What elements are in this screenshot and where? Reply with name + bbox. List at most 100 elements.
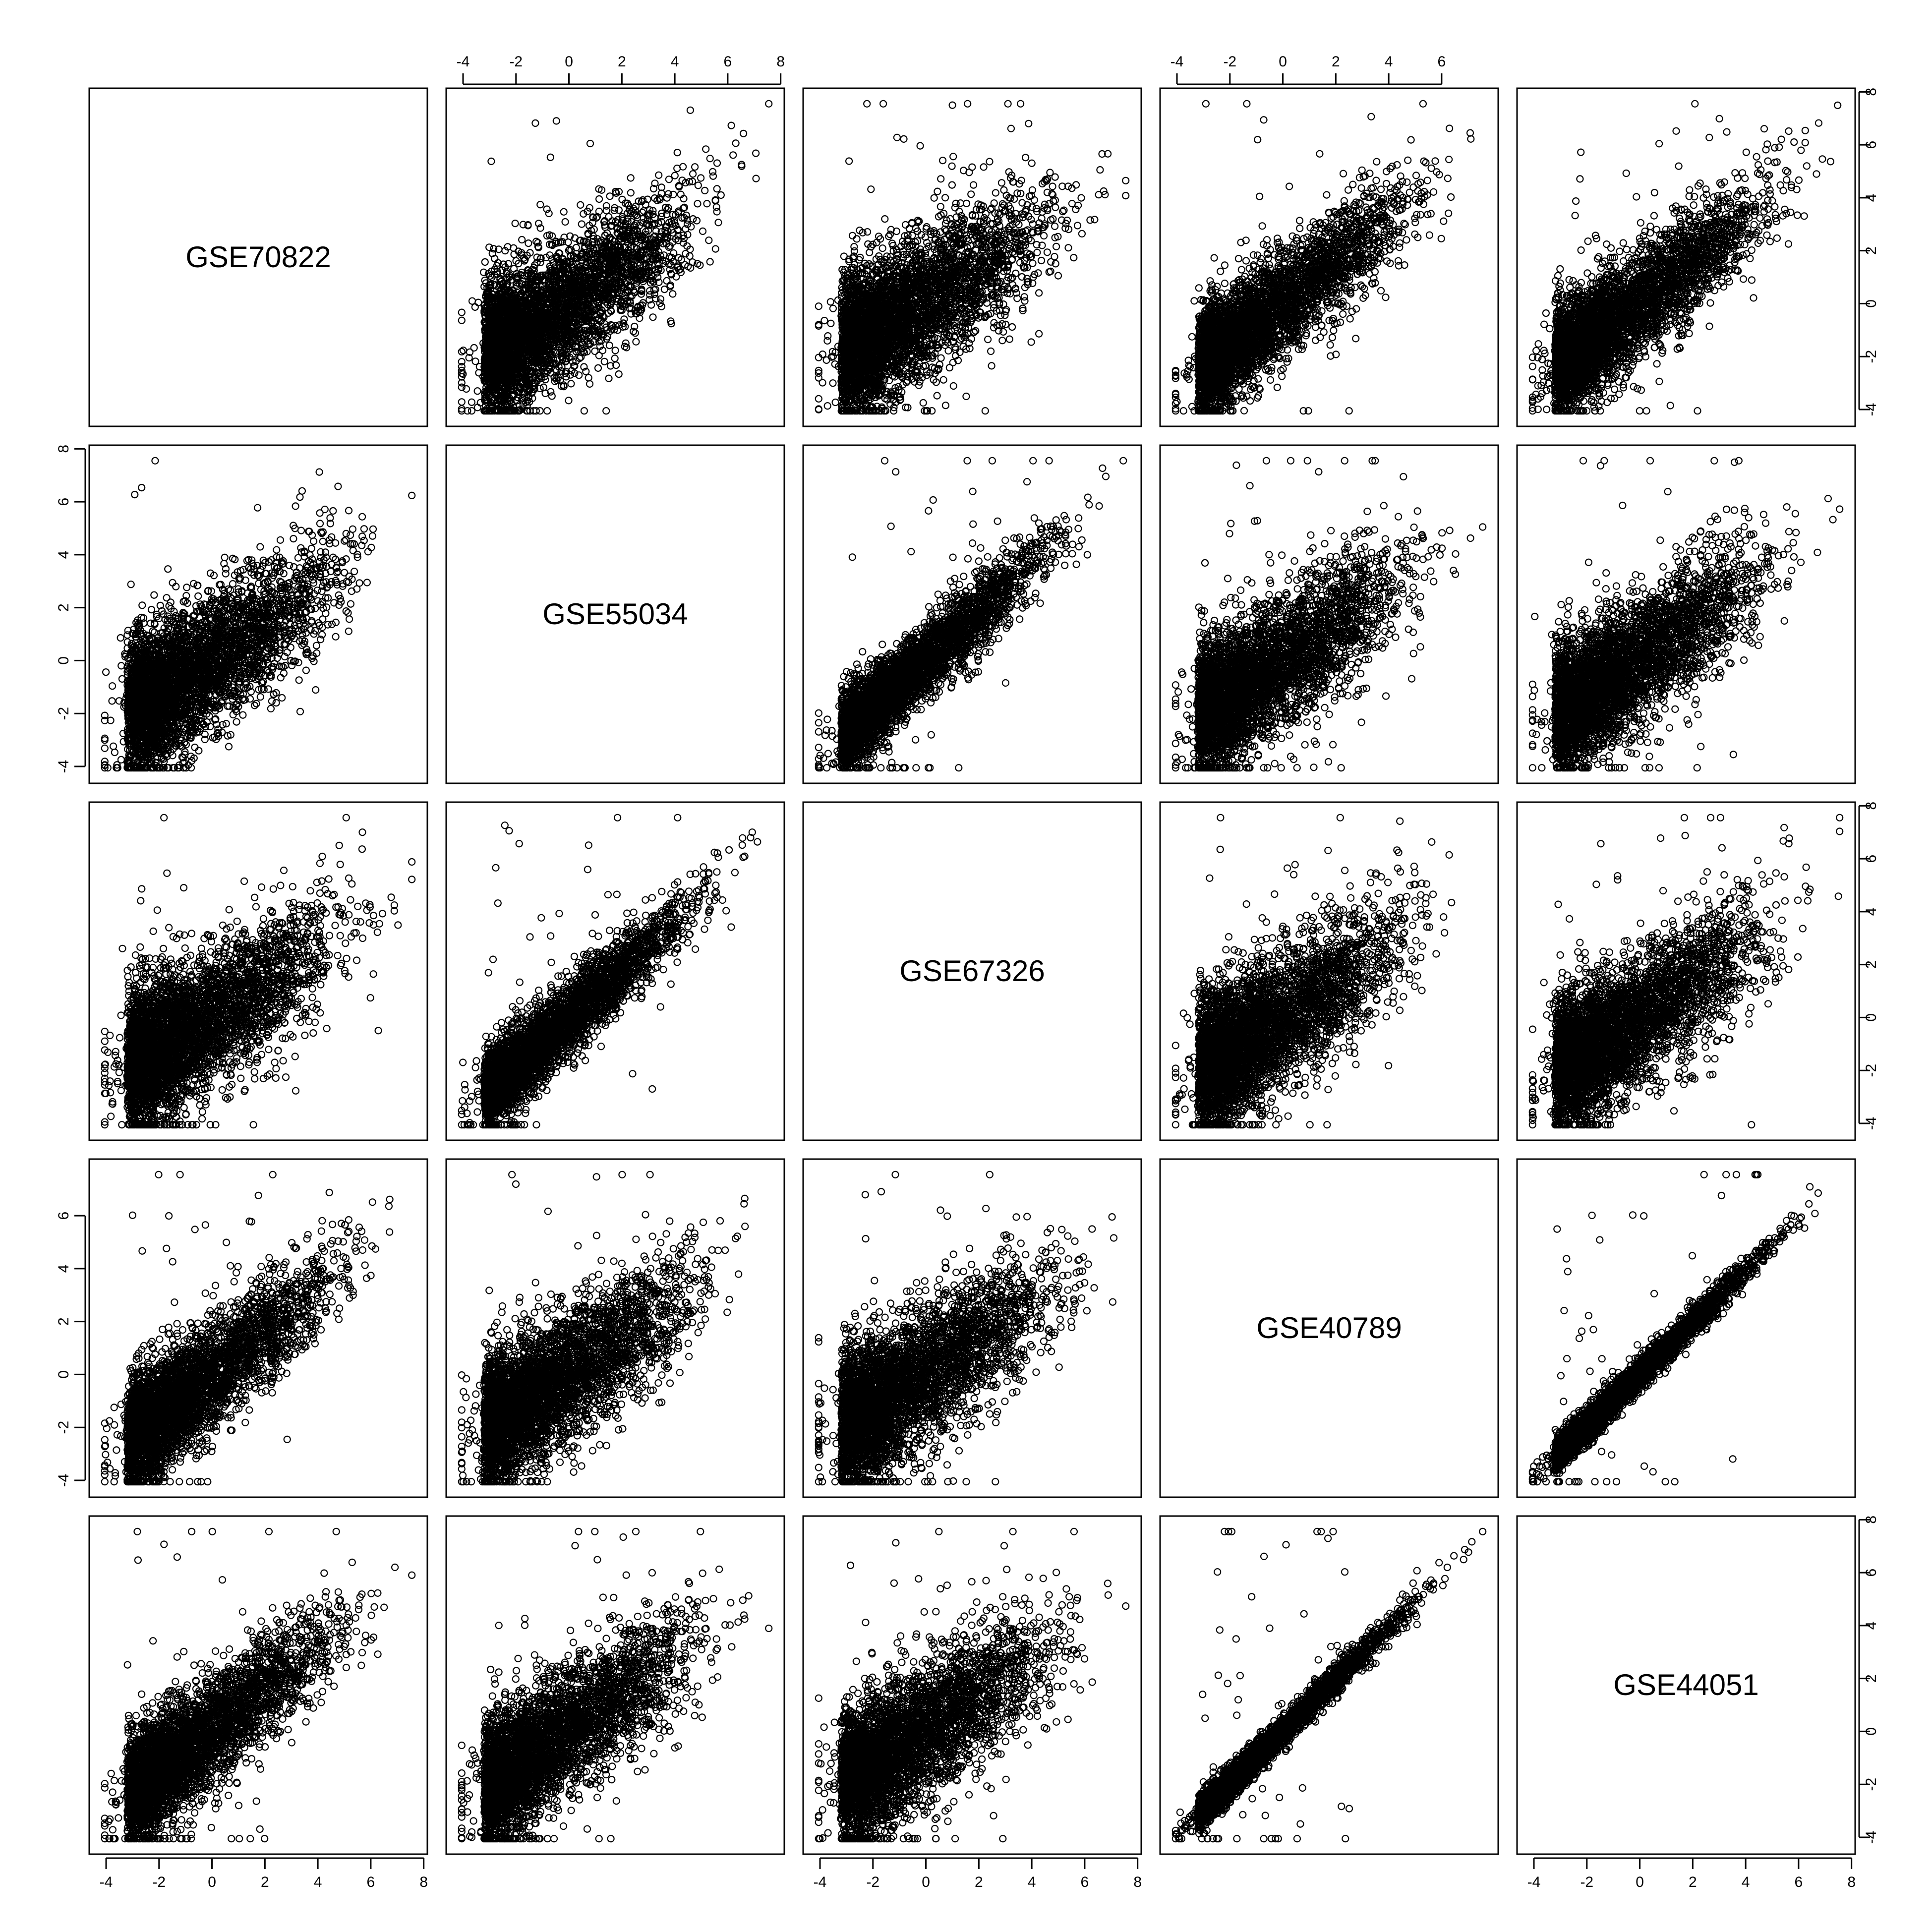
variable-label: GSE55034 [542,597,688,631]
x-axis-bottom: -4 -2 0 2 4 6 8 [100,1858,428,1890]
panel-r1-c4: -4 -2 0 2 4 6 [1160,54,1498,426]
tick-label: 0 [922,1874,930,1890]
tick-label: 4 [1028,1874,1036,1890]
tick-label: -4 [457,54,470,70]
tick-label: 4 [1863,908,1879,916]
tick-label: 4 [1863,1622,1879,1630]
scatter-points [459,1171,748,1485]
tick-label: 8 [56,445,72,453]
tick-label: 6 [56,1212,72,1220]
scatter-points [459,101,772,414]
tick-label: 8 [776,54,785,70]
panel-r4-c3 [803,1159,1141,1497]
tick-label: 4 [671,54,679,70]
panel-r5-c1: -4 -2 0 2 4 6 8 [89,1516,428,1890]
panel-r3-c1 [89,802,427,1140]
tick-label: 2 [1332,54,1340,70]
y-axis-left: -4 -2 0 2 4 6 8 [56,445,85,773]
tick-label: 6 [1795,1874,1803,1890]
tick-label: -2 [1863,1778,1879,1791]
panel-r2-c1: -4 -2 0 2 4 6 8 [56,445,427,783]
tick-label: -2 [1863,1064,1879,1077]
panel-r5-c4 [1160,1516,1498,1854]
variable-label: GSE44051 [1613,1668,1759,1701]
tick-label: 2 [56,1317,72,1326]
scatter-points [102,1171,393,1485]
tick-label: 6 [367,1874,375,1890]
tick-label: -4 [1863,1117,1879,1130]
tick-label: -2 [1223,54,1236,70]
tick-label: 6 [1081,1874,1089,1890]
x-axis-top: -4 -2 0 2 4 6 [1171,54,1446,84]
panel-r1-c1: GSE70822 [89,88,427,426]
variable-label: GSE70822 [185,240,331,274]
tick-label: 2 [618,54,626,70]
tick-label: -4 [1863,403,1879,416]
tick-label: -2 [509,54,523,70]
tick-label: -2 [56,707,72,720]
panel-r2-c4 [1160,445,1498,783]
panel-r4-c2 [446,1159,784,1497]
scatter-points [816,101,1129,414]
variable-label: GSE67326 [899,954,1045,988]
tick-label: 8 [419,1874,428,1890]
panel-grid: GSE70822 -4 -2 0 2 4 6 8 -4 -2 0 2 4 6 -4 -2 0 2 4 6 8 -4 -2 0 2… [56,54,1879,1890]
tick-label: 0 [1863,1727,1879,1736]
variable-label: GSE40789 [1256,1311,1402,1345]
tick-label: 6 [724,54,732,70]
tick-label: -4 [56,760,72,773]
scatter-points [459,815,761,1128]
tick-label: 8 [1863,802,1879,810]
tick-label: -4 [1863,1831,1879,1844]
tick-label: 4 [56,1265,72,1273]
tick-label: 2 [1863,1674,1879,1683]
tick-label: -2 [56,1421,72,1434]
tick-label: 6 [1863,1569,1879,1577]
panel-r3-c2 [446,802,784,1140]
tick-label: 2 [1863,960,1879,969]
scatter-points [816,1528,1129,1842]
tick-label: 0 [1279,54,1287,70]
tick-label: -2 [152,1874,166,1890]
tick-label: 4 [1863,194,1879,202]
tick-label: 6 [1438,54,1446,70]
panel-r5-c3: -4 -2 0 2 4 6 8 [803,1516,1142,1890]
scatter-points [816,458,1126,771]
tick-label: -2 [1863,350,1879,363]
panel-r5-c2 [446,1516,784,1854]
tick-label: -4 [100,1874,113,1890]
scatter-points [459,1528,772,1842]
x-axis-top: -4 -2 0 2 4 6 8 [457,54,785,84]
scatter-points [102,1528,415,1842]
tick-label: 0 [56,1370,72,1379]
panel-r2-c3 [803,445,1141,783]
tick-label: 8 [1863,88,1879,96]
panel-r2-c2: GSE55034 [446,445,784,783]
scatter-points [102,458,415,771]
tick-label: 0 [1863,299,1879,308]
scatter-points [1529,1171,1821,1485]
scatter-points [1172,101,1474,414]
tick-label: 6 [56,498,72,506]
scatter-points [1529,458,1843,771]
tick-label: -4 [814,1874,827,1890]
tick-label: 0 [56,656,72,665]
tick-label: -4 [1527,1874,1541,1890]
tick-label: 4 [56,551,72,559]
tick-label: 0 [1863,1013,1879,1022]
panel-r1-c3 [803,88,1141,426]
scatter-points [1529,815,1843,1128]
tick-label: 2 [56,603,72,612]
tick-label: 4 [1742,1874,1750,1890]
panel-r3-c4 [1160,802,1498,1140]
tick-label: 2 [1689,1874,1697,1890]
panel-r4-c5 [1517,1159,1855,1497]
tick-label: 2 [261,1874,269,1890]
